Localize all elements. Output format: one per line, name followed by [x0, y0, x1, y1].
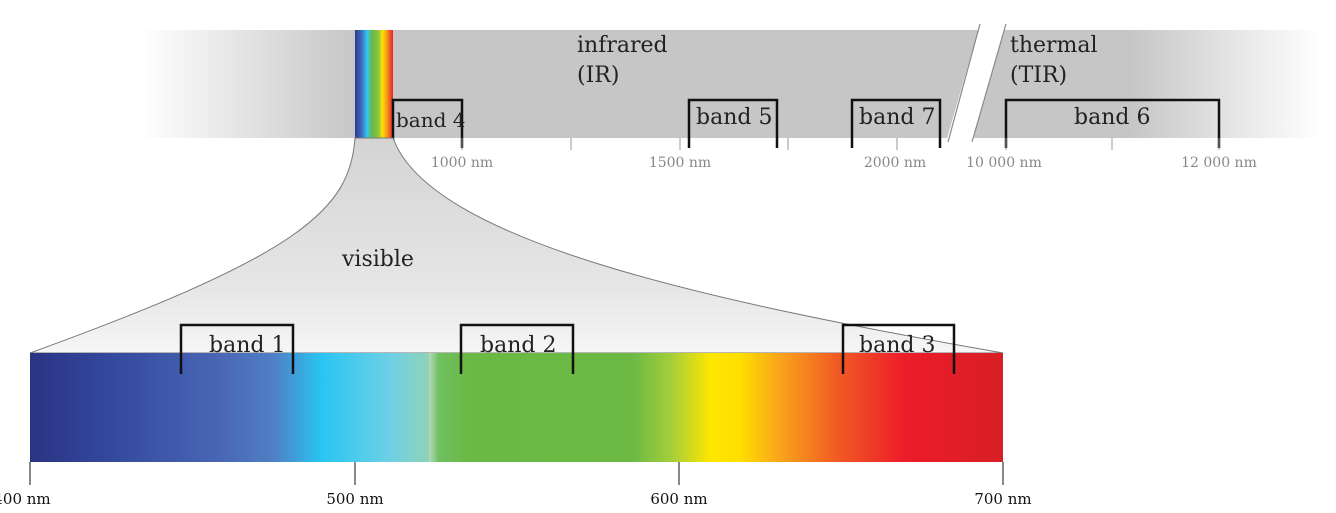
band7-bracket [850, 98, 942, 148]
ir-tick-label-1500: 1500 nm [649, 155, 711, 171]
band4-label: band 4 [396, 108, 466, 132]
ir-tick-label-2000: 2000 nm [864, 155, 926, 171]
band2-label: band 2 [480, 333, 556, 358]
ir-bar-main [355, 30, 980, 138]
ir-tick-label-1000: 1000 nm [431, 155, 493, 171]
band6-label: band 6 [1074, 105, 1150, 130]
infrared-abbr: (IR) [577, 63, 619, 88]
ir-fade-left [140, 30, 355, 138]
band2-bracket [459, 323, 575, 374]
band6-bracket [1004, 98, 1221, 148]
band3-bracket [841, 323, 956, 374]
band5-label: band 5 [696, 105, 772, 130]
ir-bar [140, 23, 1320, 143]
band4-bracket [391, 98, 464, 148]
thermal-abbr: (TIR) [1010, 63, 1067, 88]
band7-label: band 7 [859, 105, 935, 130]
vis-tick-label-700: 700 nm [974, 490, 1031, 508]
visible-zoom-funnel [29, 137, 1004, 354]
vis-tick-label-400: 400 nm [0, 490, 51, 508]
band1-label: band 1 [209, 333, 285, 358]
axis-break-line-right [971, 23, 1007, 143]
axis-break-line-left [947, 23, 981, 143]
ir-fade-right [1130, 30, 1320, 138]
visible-label: visible [341, 247, 414, 272]
ir-tick-label-10000: 10 000 nm [966, 155, 1042, 171]
vis-tick-label-500: 500 nm [326, 490, 383, 508]
infrared-label: infrared [577, 33, 668, 58]
vis-tick-label-600: 600 nm [650, 490, 707, 508]
band3-label: band 3 [859, 333, 935, 358]
visible-spectrum-bar [30, 353, 1003, 462]
band1-bracket [179, 323, 295, 374]
mini-visible-spectrum [355, 30, 393, 138]
band5-bracket [687, 98, 779, 148]
axis-break [946, 24, 1006, 142]
ir-tick-label-12000: 12 000 nm [1181, 155, 1257, 171]
ir-bar-thermal [975, 30, 1130, 138]
thermal-label: thermal [1010, 33, 1098, 58]
